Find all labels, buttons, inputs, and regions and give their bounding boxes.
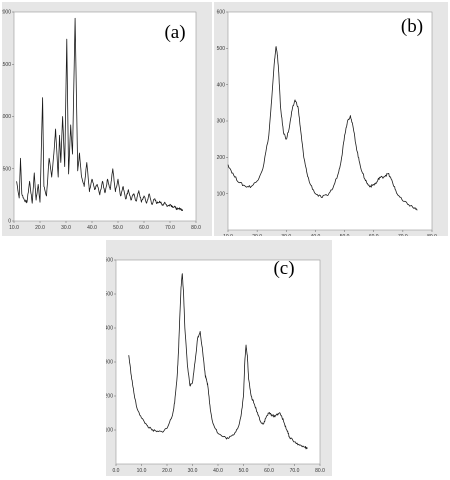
y-tick-label: 1000 bbox=[2, 114, 11, 120]
y-tick-label: 300 bbox=[106, 360, 113, 366]
y-tick-label: 100 bbox=[217, 191, 226, 197]
x-tick-label: 70.0 bbox=[165, 225, 175, 231]
y-tick-label: 400 bbox=[217, 82, 226, 88]
x-tick-label: 70.0 bbox=[398, 234, 408, 236]
x-tick-label: 80.0 bbox=[191, 225, 201, 231]
x-tick-label: 30.0 bbox=[188, 468, 198, 474]
panel-label: (c) bbox=[273, 258, 294, 279]
x-tick-label: 10.0 bbox=[223, 234, 233, 236]
chart-panel-a: 10.0 20.0 30.0 40.0 50.0 60.0 70.0 80.0 0 500 1000… bbox=[2, 2, 212, 236]
x-tick-label: 80.0 bbox=[315, 468, 325, 474]
x-tick-label: 20.0 bbox=[162, 468, 172, 474]
x-tick-label: 60.0 bbox=[264, 468, 274, 474]
y-tick-label: 300 bbox=[217, 119, 226, 125]
x-tick-label: 20.0 bbox=[35, 225, 45, 231]
x-tick-label: 10.0 bbox=[137, 468, 147, 474]
x-tick-label: 40.0 bbox=[213, 468, 223, 474]
chart-a: 10.0 20.0 30.0 40.0 50.0 60.0 70.0 80.0 0 500 1000… bbox=[2, 10, 201, 231]
y-tick-label: 1500 bbox=[2, 62, 11, 68]
x-tick-label: 10.0 bbox=[9, 225, 19, 231]
y-tick-label: 500 bbox=[217, 46, 226, 52]
x-tick-label: 0.0 bbox=[113, 468, 120, 474]
x-tick-label: 80.0 bbox=[427, 234, 437, 236]
y-tick-label: 200 bbox=[217, 155, 226, 161]
x-tick-label: 60.0 bbox=[369, 234, 379, 236]
plot-area bbox=[115, 259, 321, 465]
chart-panel-b: 10.0 20.0 30.0 40.0 50.0 60.0 70.0 80.0 100 200 30… bbox=[214, 2, 448, 236]
plot-area bbox=[13, 11, 197, 222]
y-tick-label: 600 bbox=[217, 10, 226, 16]
panel-label: (a) bbox=[164, 22, 185, 43]
x-tick-label: 60.0 bbox=[139, 225, 149, 231]
y-tick-label: 2000 bbox=[2, 10, 11, 16]
x-tick-label: 40.0 bbox=[87, 225, 97, 231]
y-tick-label: 400 bbox=[106, 326, 113, 332]
diffraction-line bbox=[128, 273, 308, 450]
y-tick-label: 0 bbox=[8, 219, 11, 225]
x-tick-label: 50.0 bbox=[113, 225, 123, 231]
diffraction-line bbox=[16, 17, 184, 211]
y-tick-label: 200 bbox=[106, 394, 113, 400]
y-tick-label: 500 bbox=[3, 166, 12, 172]
diffraction-line bbox=[227, 46, 418, 211]
chart-panel-c: 0.0 10.0 20.0 30.0 40.0 50.0 60.0 70.0 80.0 100 20… bbox=[106, 240, 332, 476]
x-tick-label: 70.0 bbox=[290, 468, 300, 474]
x-tick-label: 30.0 bbox=[281, 234, 291, 236]
y-tick-label: 100 bbox=[106, 428, 113, 434]
x-tick-label: 40.0 bbox=[311, 234, 321, 236]
x-tick-label: 20.0 bbox=[252, 234, 262, 236]
chart-c: 0.0 10.0 20.0 30.0 40.0 50.0 60.0 70.0 80.0 100 20… bbox=[106, 258, 325, 474]
y-tick-label: 500 bbox=[106, 292, 113, 298]
x-tick-label: 50.0 bbox=[239, 468, 249, 474]
panel-label: (b) bbox=[401, 16, 423, 37]
x-tick-label: 30.0 bbox=[61, 225, 71, 231]
y-tick-label: 600 bbox=[106, 258, 113, 264]
chart-b: 10.0 20.0 30.0 40.0 50.0 60.0 70.0 80.0 100 200 30… bbox=[217, 10, 437, 236]
plot-area bbox=[227, 11, 433, 231]
x-tick-label: 50.0 bbox=[340, 234, 350, 236]
